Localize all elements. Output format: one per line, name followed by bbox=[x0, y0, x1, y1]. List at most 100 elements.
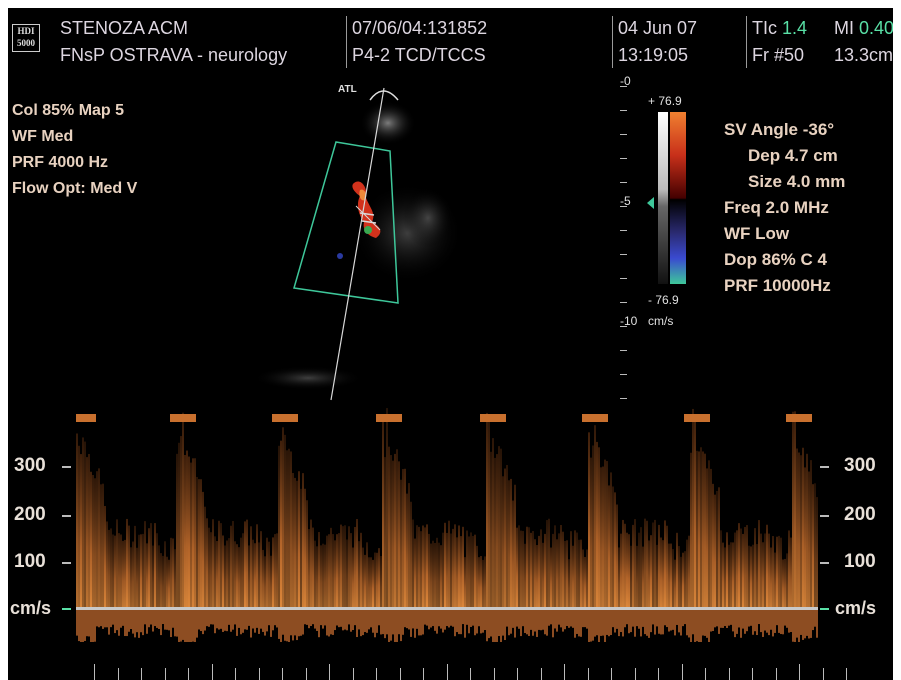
spectrum-column bbox=[646, 520, 648, 608]
spectrum-column bbox=[162, 610, 164, 625]
spectrum-column bbox=[224, 610, 226, 631]
spectrum-column bbox=[130, 547, 132, 608]
header-divider bbox=[346, 16, 347, 68]
spectrum-column bbox=[530, 610, 532, 630]
spectrum-column bbox=[578, 539, 580, 608]
spectrum-column bbox=[228, 538, 230, 608]
spectrum-column bbox=[620, 533, 622, 608]
spectrum-column bbox=[362, 547, 364, 608]
time-tick bbox=[117, 668, 119, 680]
spectrum-column bbox=[494, 610, 496, 642]
spectrum-column bbox=[110, 528, 112, 608]
spectrum-column bbox=[624, 523, 626, 608]
angle-correct-marker[interactable] bbox=[355, 205, 381, 231]
time-tick bbox=[775, 668, 777, 680]
spectrum-column bbox=[140, 534, 142, 608]
spectrum-column bbox=[334, 540, 336, 608]
spectrum-column bbox=[592, 445, 594, 608]
spectrum-column bbox=[208, 527, 210, 608]
spectrum-column bbox=[786, 610, 788, 628]
doppler-cursor-line[interactable] bbox=[330, 87, 385, 401]
spectrum-column bbox=[364, 610, 366, 633]
spectrum-column bbox=[502, 476, 504, 608]
spectrum-column bbox=[672, 610, 674, 630]
spectrum-column bbox=[184, 454, 186, 608]
spectrum-column bbox=[754, 610, 756, 632]
time-tick bbox=[423, 668, 424, 680]
beat-marker bbox=[786, 414, 812, 422]
spectrum-column bbox=[286, 610, 288, 642]
spectrum-column bbox=[428, 610, 430, 630]
sample-volume-gate[interactable] bbox=[359, 212, 375, 216]
spectrum-column bbox=[642, 546, 644, 608]
spectrum-column bbox=[288, 448, 290, 608]
spectrum-column bbox=[556, 539, 558, 608]
spectrum-column bbox=[114, 610, 116, 634]
spectrum-column bbox=[450, 610, 452, 626]
spectrum-column bbox=[812, 610, 814, 631]
spectrum-column bbox=[234, 610, 236, 625]
spectrum-column bbox=[580, 610, 582, 637]
spectrum-column bbox=[696, 610, 698, 642]
spectrum-column bbox=[232, 520, 234, 608]
spectrum-column bbox=[616, 610, 618, 629]
spectrum-column bbox=[500, 448, 502, 608]
spectrum-column bbox=[574, 530, 576, 608]
left-axis-100: 100 bbox=[14, 551, 46, 572]
spectrum-column bbox=[400, 610, 402, 642]
spectrum-column bbox=[814, 610, 816, 627]
spectrum-column bbox=[172, 610, 174, 628]
spectrum-column bbox=[632, 610, 634, 627]
spectrum-column bbox=[254, 610, 256, 633]
spectrum-column bbox=[768, 610, 770, 636]
spectrum-column bbox=[802, 447, 804, 608]
spectrum-column bbox=[472, 610, 474, 626]
spectrum-column bbox=[460, 536, 462, 608]
spectrum-column bbox=[204, 506, 206, 608]
spectrum-column bbox=[276, 610, 278, 628]
spectrum-column bbox=[556, 610, 558, 632]
spectrum-column bbox=[196, 476, 198, 608]
spectrum-column bbox=[406, 493, 408, 608]
spectrum-column bbox=[796, 610, 798, 638]
spectrum-column bbox=[260, 610, 262, 629]
spectrum-column bbox=[496, 454, 498, 608]
time-tick bbox=[634, 668, 636, 680]
spectrum-column bbox=[716, 610, 718, 627]
spectrum-column bbox=[718, 610, 720, 634]
spectrum-column bbox=[186, 610, 188, 642]
spectrum-column bbox=[432, 540, 434, 608]
spectrum-column bbox=[490, 610, 492, 637]
spectrum-column bbox=[678, 610, 680, 633]
spectrum-column bbox=[258, 610, 260, 634]
spectrum-column bbox=[178, 610, 180, 642]
spectrum-column bbox=[264, 610, 266, 636]
spectrum-column bbox=[608, 485, 610, 608]
spectrum-column bbox=[748, 545, 750, 608]
left-axis-300: 300 bbox=[14, 455, 46, 476]
spectrum-column bbox=[332, 534, 334, 608]
doppler-setting-line: Freq 2.0 MHz bbox=[724, 198, 829, 217]
spectrum-column bbox=[192, 458, 194, 608]
spectrum-column bbox=[386, 408, 388, 608]
spectrum-column bbox=[170, 537, 172, 608]
spectrum-column bbox=[520, 610, 522, 637]
spectrum-column bbox=[758, 610, 760, 625]
spectrum-column bbox=[372, 559, 374, 608]
spectrum-column bbox=[232, 610, 234, 630]
spectrum-column bbox=[640, 610, 642, 637]
spectrum-column bbox=[558, 610, 560, 625]
spectrum-column bbox=[694, 610, 696, 642]
spectrum-column bbox=[664, 610, 666, 626]
spectrum-column bbox=[154, 523, 156, 608]
spectrum-column bbox=[128, 525, 130, 608]
spectrum-column bbox=[562, 610, 564, 632]
spectrum-column bbox=[142, 610, 144, 636]
sample-volume-gate[interactable] bbox=[361, 220, 377, 224]
spectrum-column bbox=[798, 610, 800, 642]
tissue-echo bbox=[253, 366, 363, 390]
spectrum-column bbox=[688, 610, 690, 638]
spectrum-column bbox=[376, 610, 378, 633]
spectrum-column bbox=[394, 453, 396, 608]
axis-tick bbox=[820, 515, 829, 517]
